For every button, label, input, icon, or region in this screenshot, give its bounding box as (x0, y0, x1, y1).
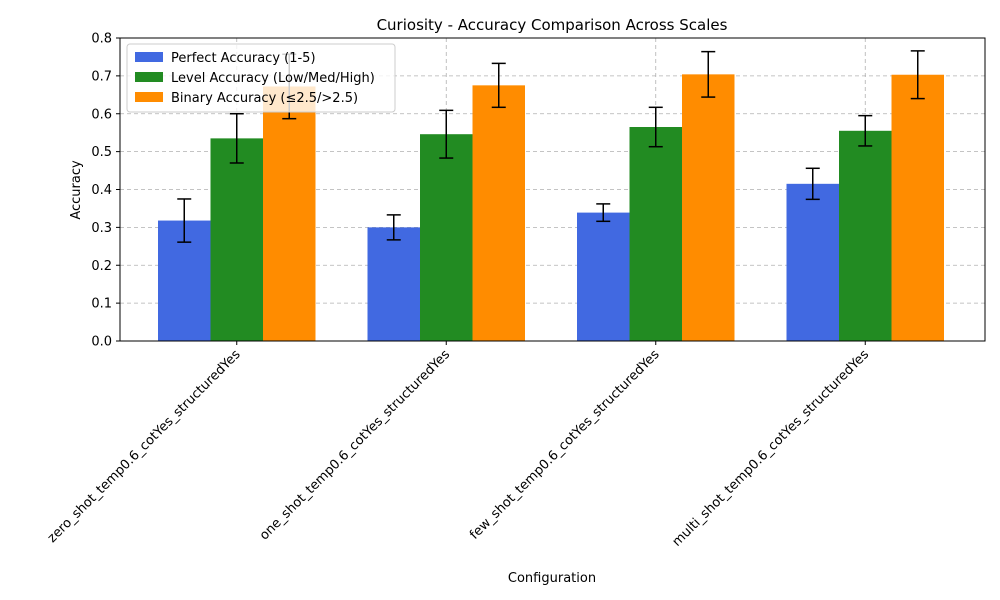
bar (891, 74, 944, 342)
legend-swatch (135, 52, 163, 62)
error-bars-group (177, 50, 925, 243)
legend-label: Perfect Accuracy (1-5) (171, 51, 316, 66)
y-axis: 0.0 0.1 0.2 0.3 0.4 0.5 0.6 0.7 0.8 (91, 32, 120, 350)
legend-swatch (135, 72, 163, 82)
legend-label: Binary Accuracy (≤2.5/>2.5) (171, 91, 358, 106)
bar (210, 138, 263, 341)
y-tick-label: 0.0 (91, 335, 112, 350)
chart-title: Curiosity - Accuracy Comparison Across S… (377, 16, 728, 34)
bars-group (158, 74, 944, 342)
bar (786, 183, 839, 341)
y-tick-label: 0.2 (91, 259, 112, 274)
x-axis-label: Configuration (508, 571, 596, 586)
bar (682, 74, 735, 342)
bar (367, 227, 420, 341)
y-tick-label: 0.6 (91, 107, 112, 122)
legend: Perfect Accuracy (1-5) Level Accuracy (Lo… (126, 43, 396, 113)
legend-swatch (135, 92, 163, 102)
y-tick-label: 0.1 (91, 297, 112, 312)
y-tick-label: 0.4 (91, 183, 112, 198)
y-tick-label: 0.7 (91, 69, 112, 84)
y-axis-label: Accuracy (69, 160, 84, 220)
plot-frame (119, 37, 986, 342)
y-tick-label: 0.8 (91, 32, 112, 47)
bar (629, 127, 682, 341)
bar (839, 130, 892, 341)
legend-box (126, 43, 396, 113)
legend-label: Level Accuracy (Low/Med/High) (171, 71, 375, 86)
y-tick-label: 0.3 (91, 221, 112, 236)
bar (420, 134, 473, 341)
bar (472, 85, 525, 341)
bar (577, 212, 630, 341)
bar (263, 86, 316, 341)
y-tick-label: 0.5 (91, 145, 112, 160)
